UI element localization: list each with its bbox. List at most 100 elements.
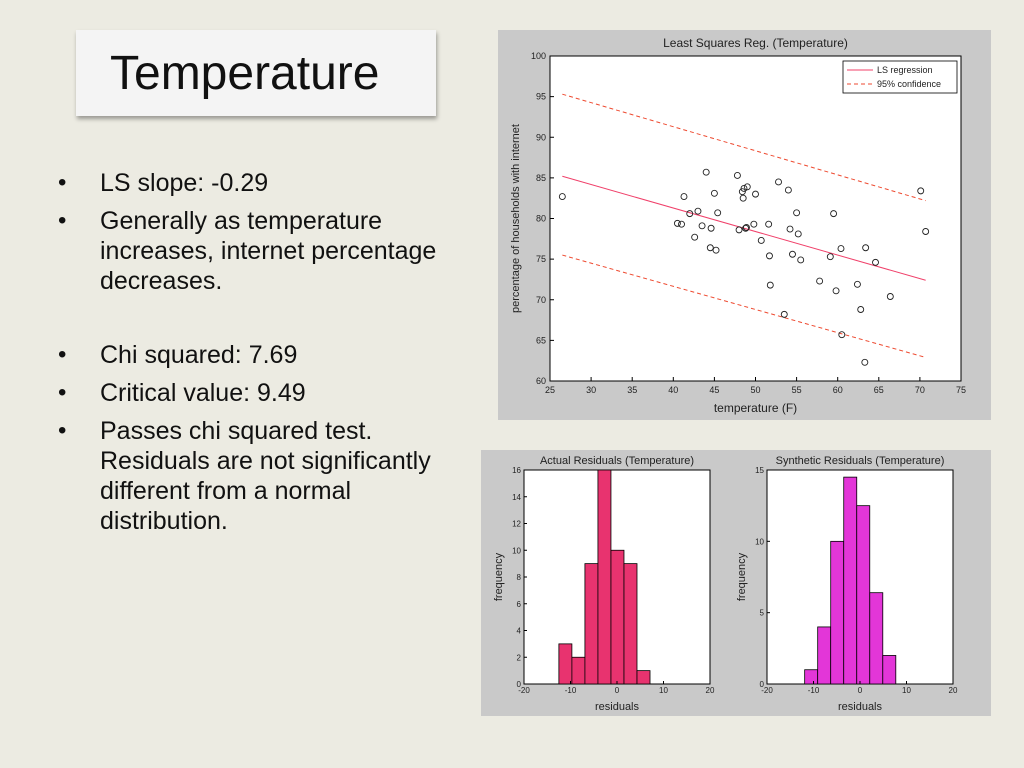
actual-hist-y-tick-label: 2 <box>517 653 522 662</box>
actual-hist-y-tick-label: 0 <box>517 680 522 689</box>
scatter-point <box>917 187 925 195</box>
synthetic-hist-title: Synthetic Residuals (Temperature) <box>776 455 945 467</box>
histogram-panel: Actual Residuals (Temperature) -20 -10 0 10 2… <box>481 450 991 716</box>
scatter-x-tick-label: 60 <box>833 385 843 395</box>
actual-hist-title: Actual Residuals (Temperature) <box>540 455 694 467</box>
scatter-y-tick-label: 65 <box>536 335 546 345</box>
bullet-passes-test: Passes chi squared test. Residuals are n… <box>56 416 456 536</box>
actual-hist-y-tick-label: 12 <box>512 520 521 529</box>
actual-hist-x-tick-label: -10 <box>565 686 577 695</box>
scatter-plot-area <box>549 55 962 382</box>
scatter-point <box>886 293 894 300</box>
synthetic-hist-x-tick-label: -20 <box>761 686 773 695</box>
scatter-point <box>837 245 845 253</box>
scatter-x-label: temperature (F) <box>714 401 797 415</box>
scatter-y-tick-label: 100 <box>531 51 546 61</box>
synthetic-hist-y-label: frequency <box>736 552 748 601</box>
scatter-point <box>922 228 930 235</box>
actual-hist-x-tick-label: 10 <box>659 686 668 695</box>
synthetic-hist-x-tick-label: 0 <box>858 686 863 695</box>
scatter-chart: Least Squares Reg. (Temperature) 25 30 35 40… <box>510 36 966 415</box>
title-box: Temperature <box>76 30 436 116</box>
scatter-x-tick-label: 30 <box>586 385 596 395</box>
actual-hist-bar <box>584 563 599 685</box>
scatter-point <box>797 256 805 264</box>
actual-hist-x-label: residuals <box>595 701 640 713</box>
scatter-point <box>733 171 741 179</box>
actual-hist-x-tick-label: -20 <box>518 686 530 695</box>
scatter-point <box>766 281 774 289</box>
scatter-point <box>793 209 801 217</box>
scatter-y-tick-label: 80 <box>536 214 546 224</box>
synthetic-hist-bar <box>817 626 832 685</box>
actual-hist-y-tick-label: 4 <box>517 627 522 636</box>
scatter-point <box>739 194 747 202</box>
scatter-point <box>832 287 840 295</box>
legend-confidence-label: 95% confidence <box>877 79 941 89</box>
synthetic-hist-bar <box>804 669 819 685</box>
scatter-point <box>789 250 796 258</box>
scatter-point <box>680 193 688 201</box>
scatter-point <box>784 186 792 194</box>
bullet-list: LS slope: -0.29 Generally as temperature… <box>56 168 456 544</box>
scatter-x-tick-label: 50 <box>750 385 760 395</box>
scatter-y-tick-label: 90 <box>536 132 546 142</box>
scatter-point <box>826 253 834 261</box>
actual-hist-y-tick-label: 14 <box>512 493 521 502</box>
scatter-point <box>743 183 751 191</box>
actual-hist-x-tick-label: 20 <box>706 686 715 695</box>
scatter-x-tick-label: 75 <box>956 385 966 395</box>
synthetic-hist-y-tick-label: 5 <box>760 609 765 618</box>
actual-hist-bar <box>597 469 612 685</box>
scatter-point <box>673 219 681 227</box>
scatter-point <box>766 252 773 260</box>
actual-hist-y-tick-label: 8 <box>517 573 522 582</box>
scatter-title: Least Squares Reg. (Temperature) <box>663 36 848 50</box>
actual-hist-bar <box>623 563 638 685</box>
scatter-x-tick-label: 40 <box>668 385 678 395</box>
regression-line <box>562 175 926 281</box>
synthetic-hist-y-tick-label: 15 <box>755 466 764 475</box>
scatter-point <box>816 277 824 285</box>
actual-hist-bar <box>571 656 586 685</box>
scatter-point <box>738 188 746 196</box>
scatter-y-tick-label: 70 <box>536 295 546 305</box>
scatter-y-tick-label: 95 <box>536 92 546 102</box>
scatter-point <box>862 244 870 252</box>
scatter-point <box>735 226 743 234</box>
actual-hist-y-label: frequency <box>493 552 505 601</box>
scatter-panel: Least Squares Reg. (Temperature) 25 30 35 40… <box>498 30 991 420</box>
scatter-x-tick-label: 55 <box>792 385 802 395</box>
scatter-point <box>861 358 869 366</box>
scatter-point <box>857 306 865 313</box>
scatter-point <box>691 233 699 241</box>
scatter-point <box>702 168 710 176</box>
scatter-point <box>740 184 748 192</box>
scatter-point <box>698 222 706 230</box>
scatter-point <box>830 210 838 218</box>
actual-hist-bar <box>558 643 573 685</box>
synthetic-hist-bar <box>882 655 897 685</box>
scatter-y-label: percentage of households with internet <box>510 124 522 313</box>
scatter-point <box>872 258 879 266</box>
scatter-x-tick-label: 65 <box>874 385 884 395</box>
scatter-point <box>838 331 846 339</box>
scatter-point <box>712 246 720 254</box>
confidence-upper-line <box>562 93 926 202</box>
scatter-point <box>757 236 765 244</box>
synthetic-hist-bar <box>856 505 871 685</box>
synthetic-hist-y-tick-label: 0 <box>760 680 765 689</box>
actual-hist-y-tick-label: 16 <box>512 466 521 475</box>
actual-hist-bar <box>610 549 625 685</box>
histogram-charts: Actual Residuals (Temperature) -20 -10 0 10 2… <box>493 455 958 713</box>
scatter-point <box>710 189 718 197</box>
slide-title: Temperature <box>110 47 380 100</box>
scatter-point <box>694 207 702 215</box>
scatter-point <box>686 210 694 218</box>
legend-regression-label: LS regression <box>877 65 933 75</box>
actual-hist-x-tick-label: 0 <box>615 686 620 695</box>
scatter-point <box>558 193 566 201</box>
bullet-ls-slope: LS slope: -0.29 <box>56 168 456 198</box>
scatter-y-tick-label: 85 <box>536 173 546 183</box>
synthetic-hist-x-tick-label: 10 <box>902 686 911 695</box>
